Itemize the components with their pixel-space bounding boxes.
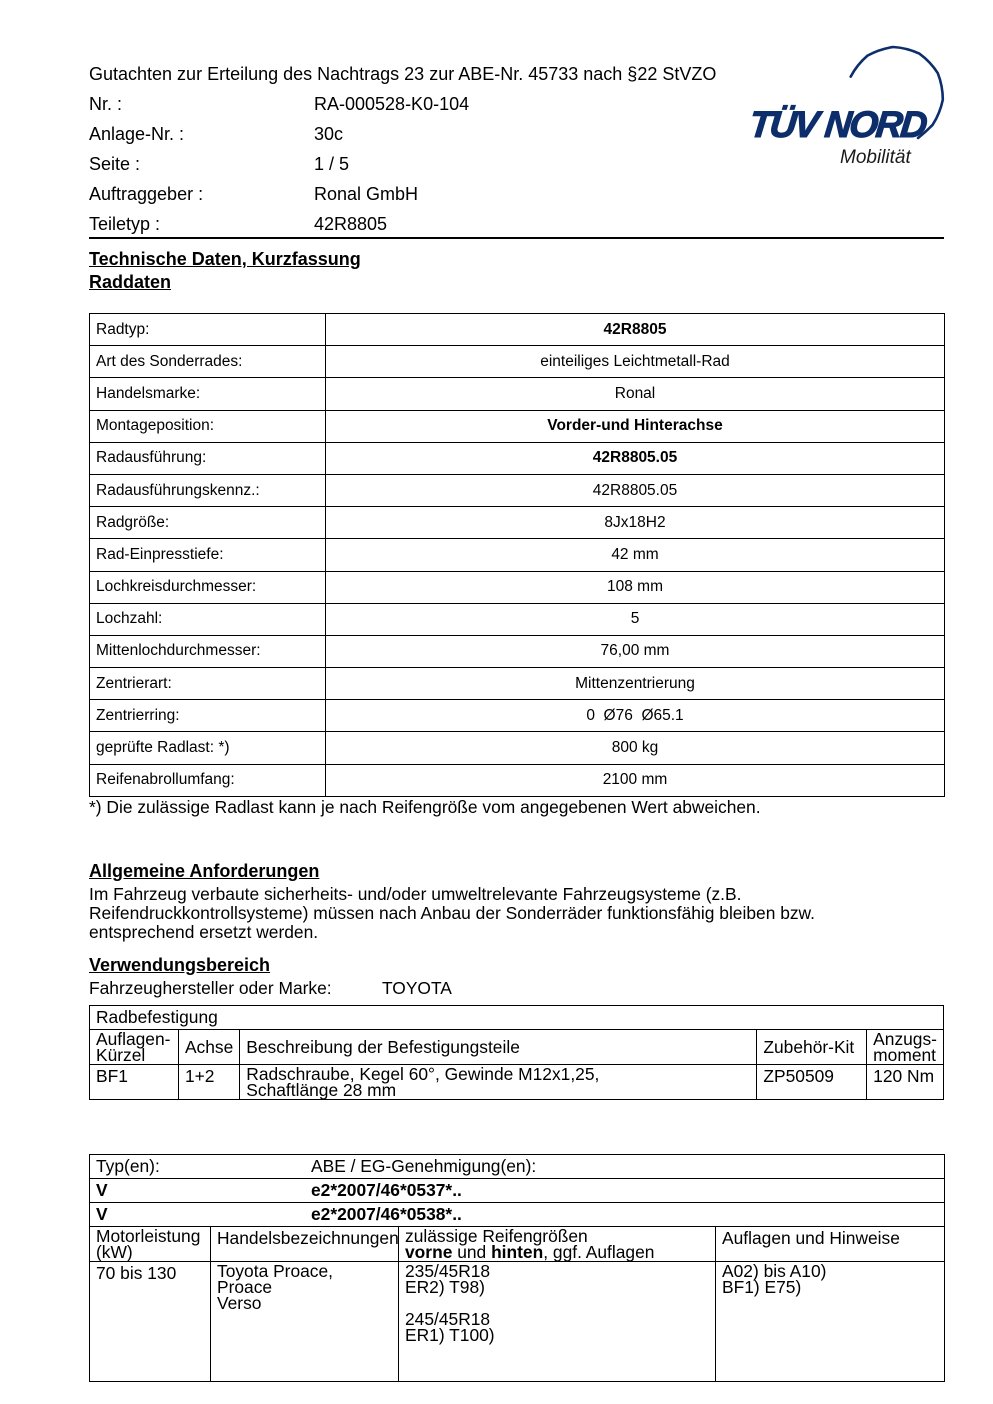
svg-text:TÜV NORD: TÜV NORD [747, 103, 928, 145]
svg-text:Mobilität: Mobilität [840, 147, 911, 168]
